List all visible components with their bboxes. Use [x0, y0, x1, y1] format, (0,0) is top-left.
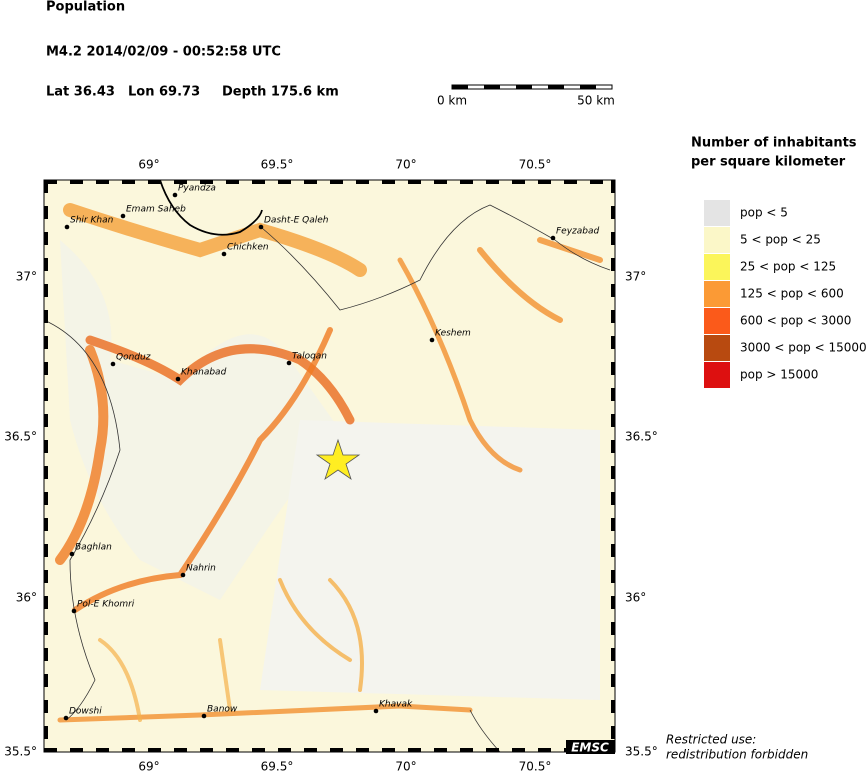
- lon-tick-label: 69.5°: [261, 158, 294, 172]
- lon-tick-label: 70°: [395, 760, 416, 774]
- lon-tick-label: 69°: [138, 158, 159, 172]
- city-dot: [172, 192, 178, 198]
- city-label: Chichken: [227, 243, 269, 253]
- legend-swatch: [704, 362, 730, 388]
- event: M4.2 2014/02/09 - 00:52:58 UTC: [46, 45, 281, 60]
- city-dot: [69, 551, 75, 557]
- lat-tick-label: 36.5°: [625, 430, 658, 444]
- lon-tick-label: 69°: [138, 760, 159, 774]
- city-label: Pol-E Khomri: [77, 600, 135, 610]
- legend-label: 25 < pop < 125: [740, 260, 836, 274]
- city-label: Shir Khan: [70, 216, 114, 226]
- city-label: Pyandza: [178, 184, 216, 194]
- city-label: Baghlan: [75, 543, 112, 553]
- city-label: Keshem: [435, 329, 471, 339]
- lat-tick-label: 36°: [16, 591, 37, 605]
- legend-label: pop > 15000: [740, 368, 818, 382]
- scale-end: 50 km: [577, 94, 615, 108]
- legend-swatch: [704, 227, 730, 253]
- legend-swatch: [704, 335, 730, 361]
- legend-label: 3000 < pop < 15000: [740, 341, 866, 355]
- lon-tick-label: 70°: [395, 158, 416, 172]
- city-dot: [180, 572, 186, 578]
- city-label: Qonduz: [116, 353, 151, 363]
- lat-tick-label: 37°: [16, 270, 37, 284]
- city-label: Khanabad: [181, 368, 227, 378]
- city-label: Dasht-E Qaleh: [264, 216, 329, 226]
- population-density: [55, 203, 603, 723]
- city-label: Dowshi: [69, 707, 102, 717]
- city-dot: [221, 251, 227, 257]
- lon-tick-label: 69.5°: [261, 760, 294, 774]
- legend-label: 600 < pop < 3000: [740, 314, 851, 328]
- depth: Depth 175.6 km: [222, 85, 339, 100]
- legend-label: 5 < pop < 25: [740, 233, 821, 247]
- legend-label: 125 < pop < 600: [740, 287, 844, 301]
- logo: EMSC: [571, 741, 609, 755]
- lat-tick-label: 36°: [625, 591, 646, 605]
- note: Restricted use:: [666, 733, 756, 747]
- lon-tick-label: 70.5°: [519, 760, 552, 774]
- lon: Lon 69.73: [128, 85, 200, 100]
- city-dot: [110, 361, 116, 367]
- lon-tick-label: 70.5°: [519, 158, 552, 172]
- city-dot: [550, 235, 556, 241]
- legend-label: pop < 5: [740, 206, 788, 220]
- city-label: Feyzabad: [556, 227, 600, 237]
- scale-start: 0 km: [437, 94, 467, 108]
- city-label: Emam Saheb: [126, 205, 186, 215]
- cities: Pyandza Shir Khan Emam Saheb Dasht-E Qaleh C…: [63, 184, 600, 721]
- city-label: Taloqan: [292, 352, 327, 362]
- legend-swatch: [704, 308, 730, 334]
- city-dot: [201, 713, 207, 719]
- lat-ticks: 37° 37° 36.5° 36.5° 36° 36° 35.5° 35.5°: [4, 270, 657, 759]
- legend: pop < 5 5 < pop < 25 25 < pop < 125 125 < p…: [704, 200, 866, 388]
- city-dot: [373, 708, 379, 714]
- city-label: Khavak: [379, 700, 413, 710]
- lat: Lat 36.43: [46, 85, 115, 100]
- city-dot: [63, 715, 69, 721]
- legend-title: per square kilometer: [691, 155, 846, 170]
- city-dot: [64, 224, 70, 230]
- city-dot: [429, 337, 435, 343]
- epicenter: [315, 438, 361, 481]
- city-dot: [258, 224, 264, 230]
- note: redistribution forbidden: [666, 748, 808, 762]
- map-area: EMSC: [43, 179, 616, 755]
- lat-tick-label: 35.5°: [625, 745, 658, 759]
- lat-tick-label: 36.5°: [4, 430, 37, 444]
- lat-tick-label: 35.5°: [4, 745, 37, 759]
- legend-swatch: [704, 200, 730, 226]
- title: Population: [46, 0, 125, 15]
- scale-bar: 0 km 50 km: [437, 84, 615, 108]
- city-dot: [286, 360, 292, 366]
- city-dot: [175, 376, 181, 382]
- lon-ticks: 69° 69° 69.5° 69.5° 70° 70° 70.5° 70.5°: [138, 158, 551, 774]
- lat-tick-label: 37°: [625, 270, 646, 284]
- legend-swatch: [704, 281, 730, 307]
- city-label: Nahrin: [186, 564, 216, 574]
- city-dot: [71, 608, 77, 614]
- legend-title: Number of inhabitants: [691, 136, 857, 151]
- city-dot: [120, 213, 126, 219]
- city-label: Banow: [207, 705, 238, 715]
- legend-swatch: [704, 254, 730, 280]
